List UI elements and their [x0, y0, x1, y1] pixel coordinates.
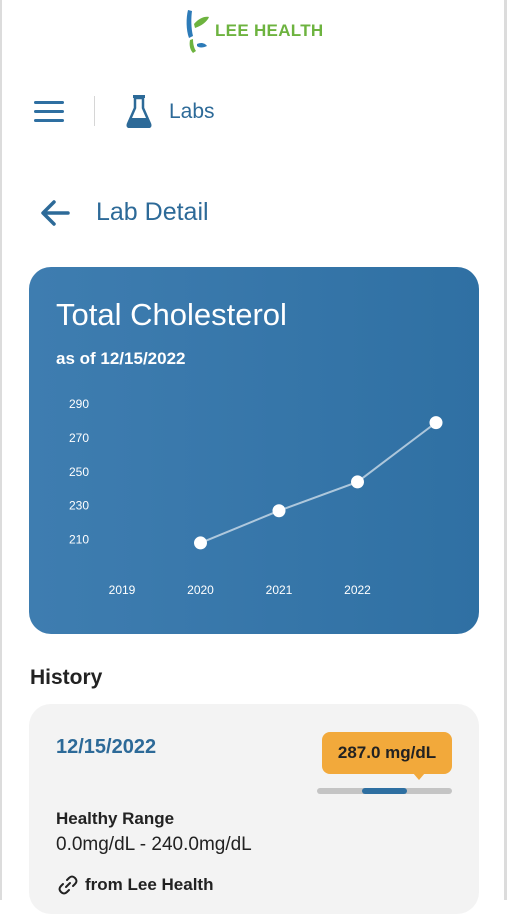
lab-date-subtitle: as of 12/15/2022: [56, 349, 186, 368]
section-title[interactable]: Labs: [169, 100, 215, 123]
flask-icon: [126, 95, 152, 128]
range-bar-healthy-segment: [362, 788, 407, 794]
right-border: [504, 0, 507, 900]
y-tick-label-4: 210: [69, 533, 89, 547]
hamburger-menu-icon[interactable]: [34, 99, 66, 125]
y-tick-label-1: 270: [69, 431, 89, 445]
data-point-3[interactable]: [429, 416, 443, 430]
page-header: Lab Detail: [0, 196, 507, 232]
y-tick-label-3: 230: [69, 499, 89, 513]
back-arrow-icon[interactable]: [40, 198, 72, 228]
data-point-0[interactable]: [194, 536, 207, 550]
y-tick-label-0: 290: [69, 397, 89, 411]
series-line-0: [200, 421, 437, 544]
x-tick-label-2: 2021: [266, 583, 293, 597]
left-border: [0, 0, 2, 900]
healthy-range-label: Healthy Range: [56, 809, 175, 828]
healthy-range-value: 0.0mg/dL - 240.0mg/dL: [56, 834, 252, 855]
history-entry-date: 12/15/2022: [56, 736, 157, 758]
page-title: Lab Detail: [96, 198, 209, 226]
badge-pointer: [413, 773, 425, 780]
result-source[interactable]: from Lee Health: [85, 875, 214, 894]
lee-health-leaf-logo-icon: [186, 10, 209, 53]
x-tick-label-3: 2022: [344, 583, 371, 597]
x-tick-label-1: 2020: [187, 583, 214, 597]
lab-name: Total Cholesterol: [56, 297, 287, 332]
link-icon: [58, 875, 78, 895]
x-tick-label-0: 2019: [109, 583, 136, 597]
top-navigation: Labs: [0, 86, 507, 138]
brand-name: LEE HEALTH: [215, 21, 324, 40]
cholesterol-line-chart: 290 270 250 230 210 2019 2020 2021 2022: [69, 397, 443, 597]
brand-logo: LEE HEALTH: [185, 8, 323, 54]
data-point-2[interactable]: [351, 475, 364, 489]
history-entry[interactable]: 12/15/2022 287.0 mg/dL Healthy Range 0.0…: [29, 704, 479, 914]
history-heading: History: [30, 666, 103, 689]
y-tick-label-2: 250: [69, 465, 89, 479]
data-point-1[interactable]: [272, 504, 286, 518]
lab-result-card: Total Cholesterol as of 12/15/2022 290 27…: [29, 267, 479, 634]
nav-divider: [94, 96, 95, 126]
result-value-badge: 287.0 mg/dL: [322, 732, 452, 774]
